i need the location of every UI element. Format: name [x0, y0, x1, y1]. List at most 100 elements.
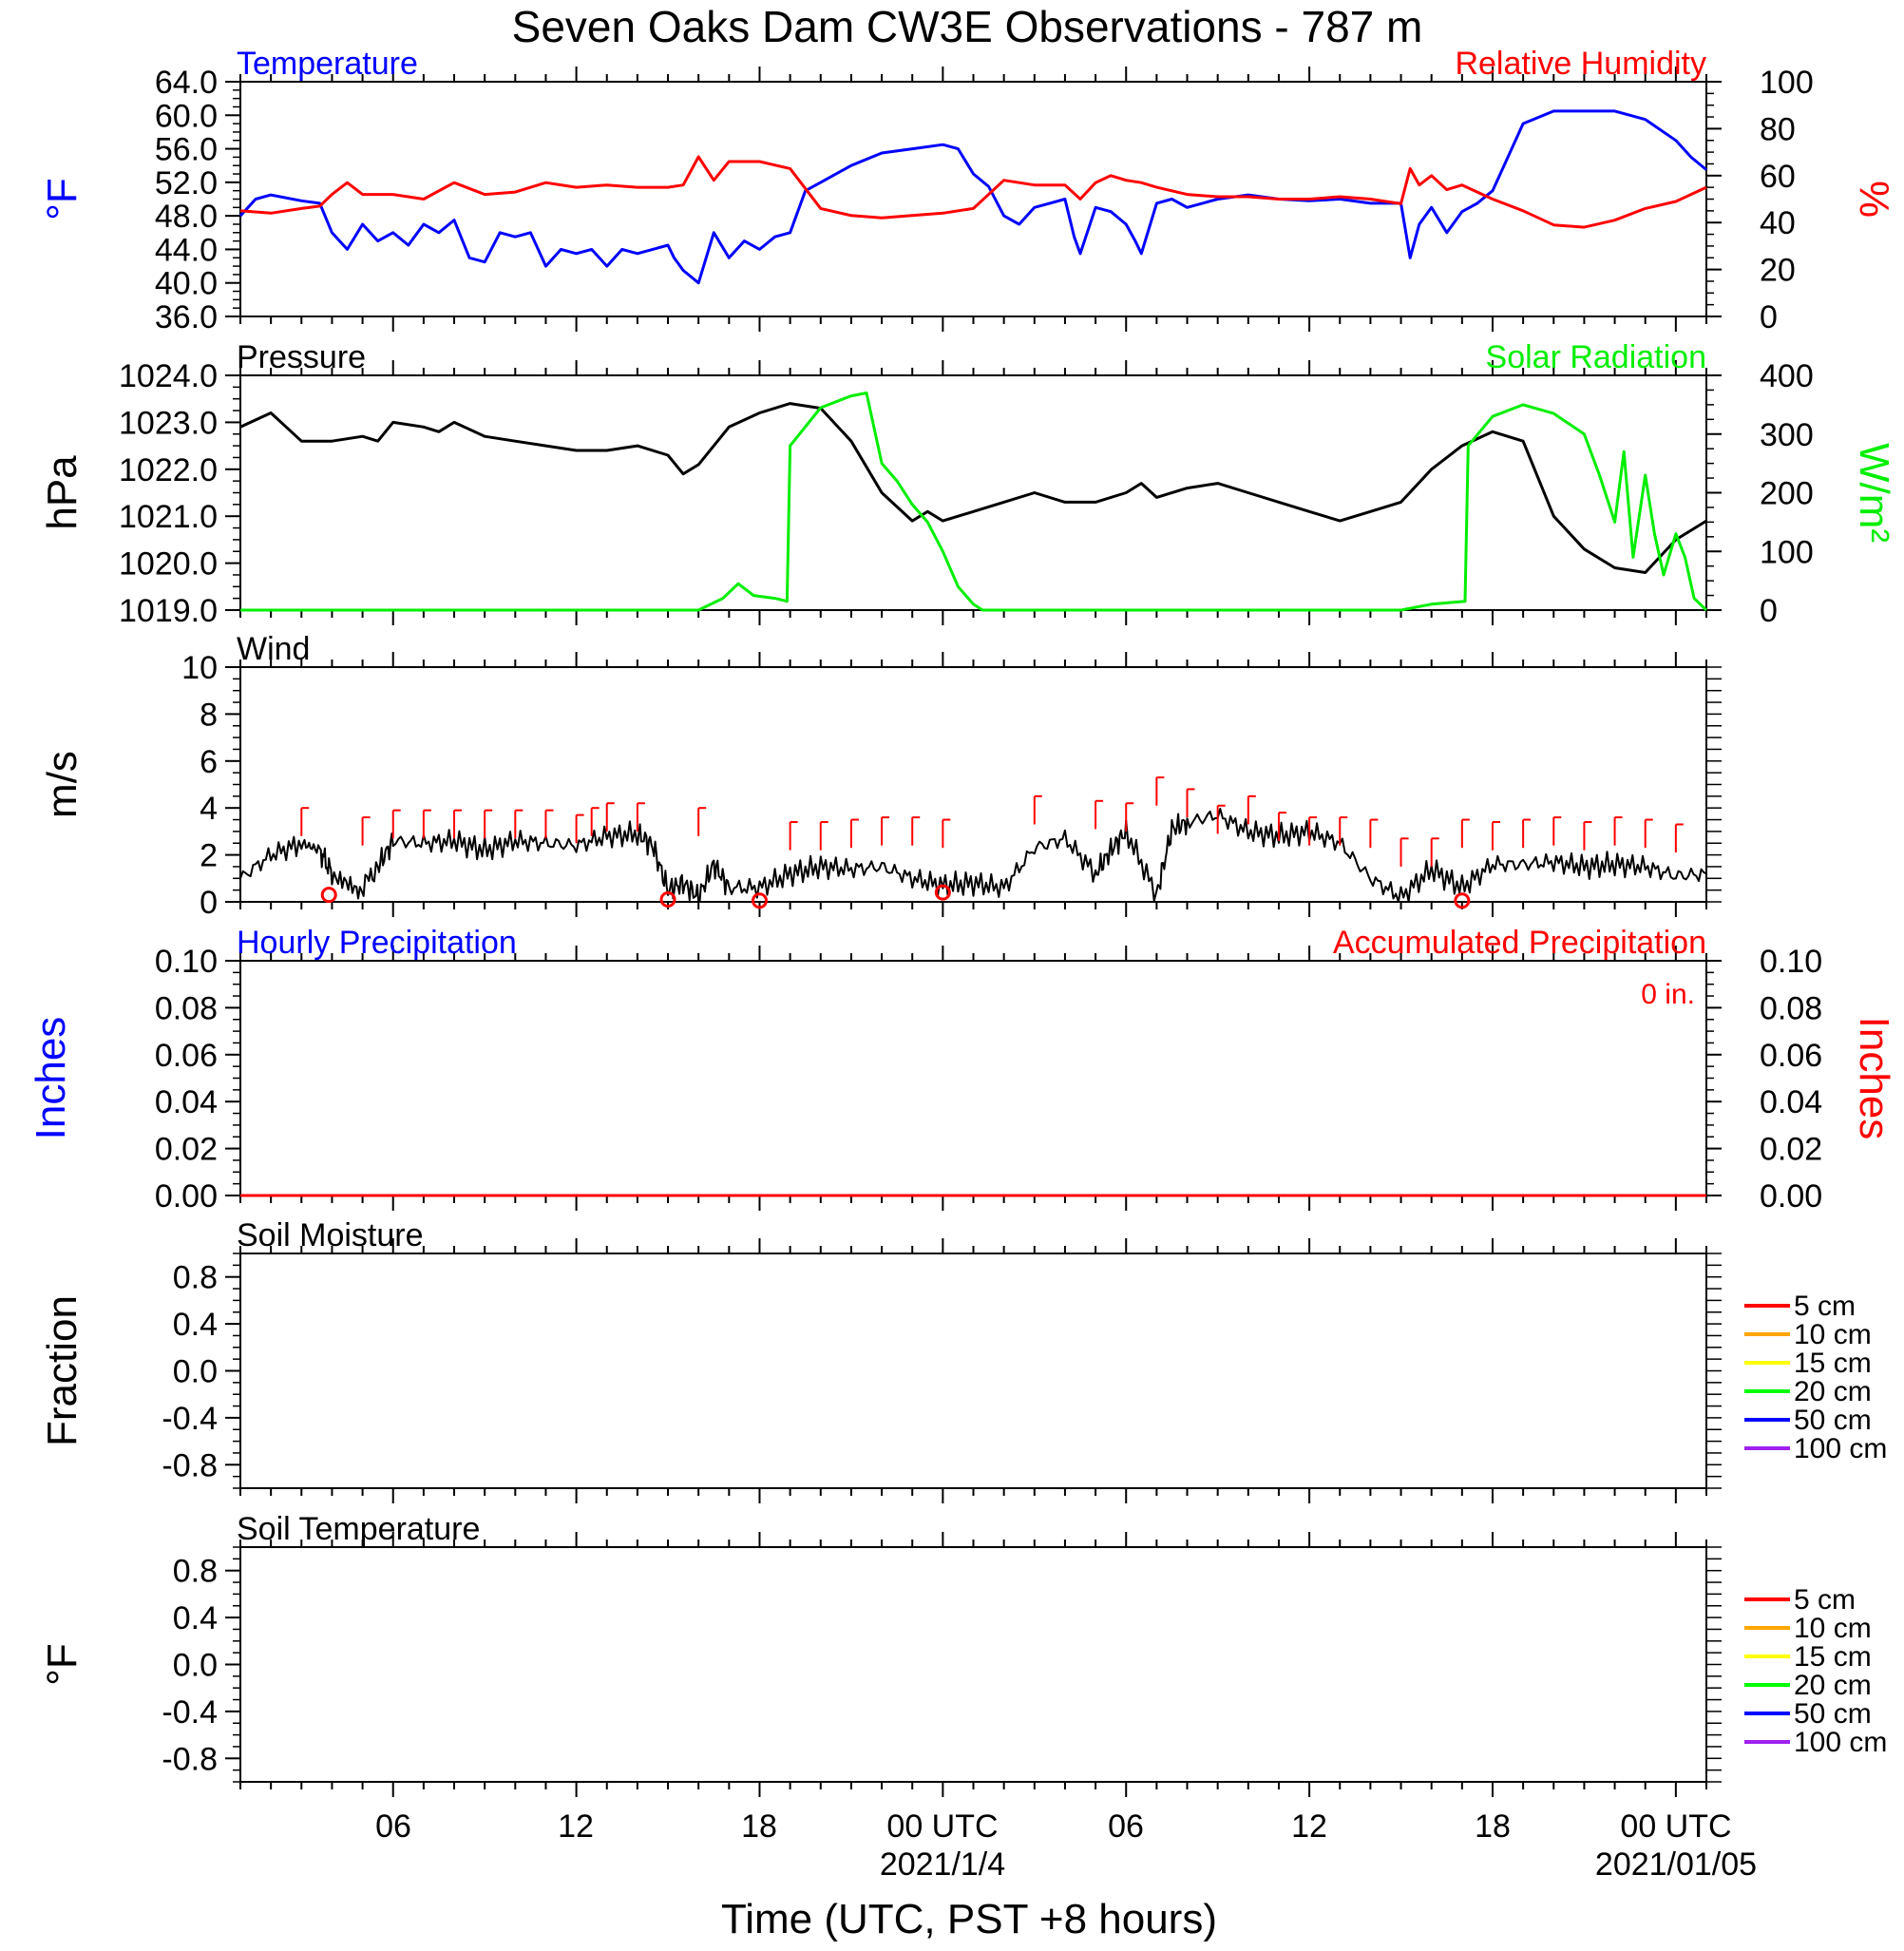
y-left-tick-label: 40.0	[155, 266, 218, 302]
legend-label: 10 cm	[1794, 1319, 1872, 1350]
y-right-tick-label: 400	[1760, 358, 1814, 394]
legend-label: 50 cm	[1794, 1698, 1872, 1730]
panel-soilm: 0.8 0.4 0.0 -0.4 -0.8 Soil Moisture Fraction 5 …	[39, 1217, 1887, 1503]
y-axis-label-left: Fraction	[39, 1295, 86, 1446]
y-left-tick-label: 44.0	[155, 232, 218, 268]
y-right-tick-label: 0.06	[1760, 1038, 1822, 1074]
panel-title-right: Solar Radiation	[1486, 339, 1706, 375]
y-axis-label-left: hPa	[39, 455, 86, 530]
y-left-tick-label: -0.8	[162, 1741, 218, 1777]
y-right-tick-label: 100	[1760, 65, 1814, 101]
y-axis-label-left: Inches	[28, 1017, 74, 1140]
panel-precip: 0.10 0.08 0.06 0.04 0.02 0.00 0.10 0.08 0.06 0.04…	[28, 925, 1897, 1215]
plot-frame	[239, 1546, 1707, 1783]
calm-wind-marker	[934, 884, 951, 901]
y-left-tick-label: -0.4	[162, 1694, 218, 1731]
y-left-tick-label: 0.02	[155, 1132, 218, 1168]
y-left-tick-label: -0.4	[162, 1401, 218, 1437]
series-line-temperature	[238, 109, 1707, 285]
y-left-tick-label: 60.0	[155, 98, 218, 134]
calm-wind-marker	[659, 891, 676, 909]
y-left-tick-label: -0.8	[162, 1447, 218, 1483]
y-left-tick-label: 4	[200, 791, 218, 827]
y-right-tick-label: 0.08	[1760, 990, 1822, 1026]
y-left-tick-label: 1024.0	[119, 358, 218, 394]
y-left-tick-label: 1022.0	[119, 452, 218, 488]
y-left-tick-label: 64.0	[155, 65, 218, 101]
x-tick-label: 18	[741, 1808, 777, 1845]
legend-label: 20 cm	[1794, 1670, 1872, 1701]
y-left-tick-label: 0.4	[173, 1307, 218, 1343]
legend-label: 10 cm	[1794, 1613, 1872, 1644]
y-axis-label-left: m/s	[39, 751, 86, 818]
series-line-relative-humidity	[239, 155, 1707, 229]
accum-total-label: 0 in.	[1641, 979, 1695, 1010]
x-tick-label: 18	[1475, 1808, 1511, 1845]
y-left-tick-label: 0.06	[155, 1038, 218, 1074]
y-right-tick-label: 40	[1760, 205, 1796, 241]
x-tick-label: 12	[1291, 1808, 1327, 1845]
legend-label: 20 cm	[1794, 1376, 1872, 1407]
panel-title-left: Pressure	[237, 339, 366, 375]
plot-frame	[239, 960, 1707, 1196]
plot-frame	[239, 1253, 1707, 1489]
y-axis-label-left: °F	[39, 1643, 86, 1685]
panel-title-left: Wind	[237, 631, 310, 667]
y-left-tick-label: 52.0	[155, 165, 218, 201]
plot-frame	[239, 81, 1707, 317]
x-date-label: 2021/01/05	[1595, 1846, 1757, 1883]
y-left-tick-label: 0.0	[173, 1354, 218, 1390]
x-tick-label: 06	[1108, 1808, 1144, 1845]
legend-label: 15 cm	[1794, 1641, 1872, 1673]
x-tick-label: 06	[375, 1808, 411, 1845]
panel-pres: 1024.0 1023.0 1022.0 1021.0 1020.0 1019.0 400 3…	[39, 339, 1897, 629]
calm-wind-marker	[751, 892, 768, 909]
y-left-tick-label: 56.0	[155, 132, 218, 168]
y-left-tick-label: 1019.0	[119, 593, 218, 629]
y-right-tick-label: 0	[1760, 593, 1778, 629]
y-right-tick-label: 200	[1760, 476, 1814, 512]
panel-title-left: Hourly Precipitation	[237, 925, 517, 961]
legend-label: 5 cm	[1794, 1584, 1856, 1616]
y-left-tick-label: 1020.0	[119, 546, 218, 583]
y-right-tick-label: 0	[1760, 299, 1778, 335]
y-right-tick-label: 100	[1760, 534, 1814, 570]
calm-wind-marker	[320, 887, 337, 904]
y-left-tick-label: 8	[200, 697, 218, 733]
legend-label: 5 cm	[1794, 1291, 1856, 1322]
y-right-tick-label: 0.10	[1760, 944, 1822, 980]
panel-wind: 10 8 6 4 2 0 Wind m/s	[39, 631, 1722, 921]
y-left-tick-label: 10	[181, 650, 218, 686]
panel-title-right: Relative Humidity	[1455, 46, 1706, 82]
x-tick-label: 12	[558, 1808, 594, 1845]
y-left-tick-label: 0.10	[155, 944, 218, 980]
y-left-tick-label: 1021.0	[119, 499, 218, 535]
y-right-tick-label: 0.02	[1760, 1132, 1822, 1168]
plot-frame	[239, 374, 1707, 611]
y-left-tick-label: 6	[200, 744, 218, 780]
y-left-tick-label: 0.0	[173, 1648, 218, 1684]
y-left-tick-label: 0.4	[173, 1600, 218, 1636]
y-left-tick-label: 0	[200, 885, 218, 921]
y-right-tick-label: 20	[1760, 253, 1796, 289]
y-right-tick-label: 0.04	[1760, 1084, 1822, 1120]
legend-label: 50 cm	[1794, 1405, 1872, 1436]
x-date-label: 2021/1/4	[880, 1846, 1005, 1883]
y-right-tick-label: 300	[1760, 417, 1814, 453]
y-axis-label-right: %	[1851, 181, 1897, 218]
y-left-tick-label: 1023.0	[119, 405, 218, 441]
y-left-tick-label: 0.04	[155, 1084, 218, 1120]
y-left-tick-label: 0.8	[173, 1554, 218, 1590]
y-left-tick-label: 36.0	[155, 299, 218, 335]
y-left-tick-label: 0.8	[173, 1260, 218, 1296]
y-right-tick-label: 60	[1760, 159, 1796, 195]
y-right-tick-label: 0.00	[1760, 1178, 1822, 1215]
y-axis-label-right: W/m²	[1851, 443, 1897, 543]
legend-label: 15 cm	[1794, 1348, 1872, 1379]
y-left-tick-label: 2	[200, 838, 218, 874]
series-line-wind-speed	[239, 808, 1707, 903]
x-tick-label: 00 UTC	[886, 1808, 998, 1845]
